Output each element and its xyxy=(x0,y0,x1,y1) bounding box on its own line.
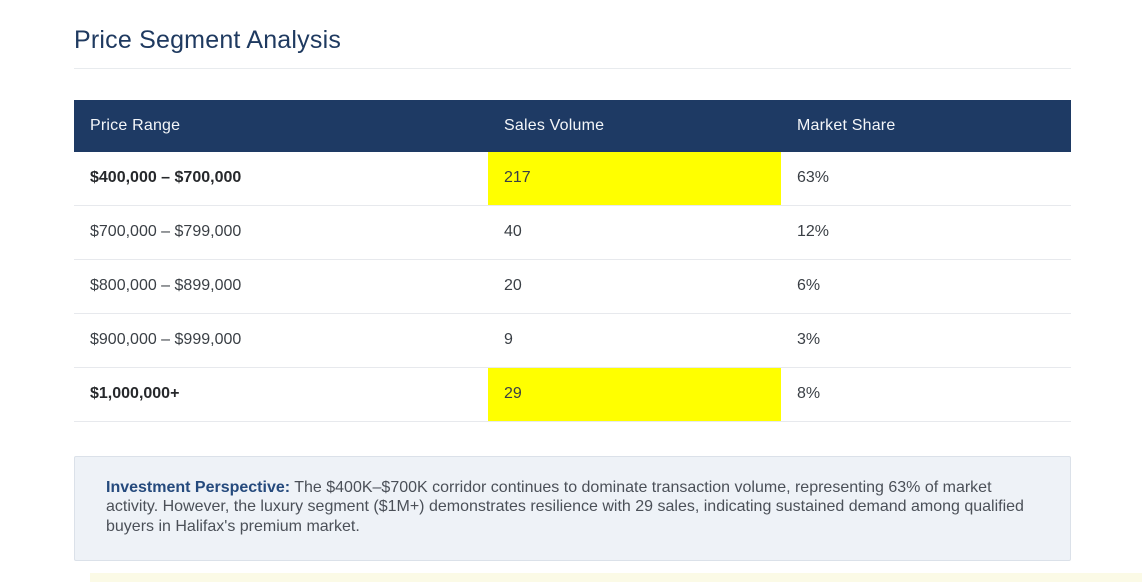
column-header-sales-volume: Sales Volume xyxy=(488,99,781,152)
price-range-cell: $400,000 – $700,000 xyxy=(74,151,488,206)
sales-volume-cell: 20 xyxy=(488,259,781,314)
market-share-cell: 12% xyxy=(781,205,1071,260)
table-row: $900,000 – $999,000 9 3% xyxy=(74,313,1071,368)
price-range-cell: $800,000 – $899,000 xyxy=(74,259,488,314)
sales-volume-cell: 29 xyxy=(488,367,781,422)
price-range-cell: $700,000 – $799,000 xyxy=(74,205,488,260)
report-section: Price Segment Analysis Price Range Sales… xyxy=(74,0,1071,561)
title-divider xyxy=(74,67,1071,69)
column-header-price-range: Price Range xyxy=(74,99,488,152)
market-share-cell: 6% xyxy=(781,259,1071,314)
market-share-cell: 63% xyxy=(781,151,1071,206)
insight-text: The $400K–$700K corridor continues to do… xyxy=(106,478,1024,536)
table-row: $800,000 – $899,000 20 6% xyxy=(74,259,1071,314)
sales-volume-cell: 217 xyxy=(488,151,781,206)
market-share-cell: 8% xyxy=(781,367,1071,422)
table-row: $400,000 – $700,000 217 63% xyxy=(74,151,1071,206)
page-title: Price Segment Analysis xyxy=(74,26,342,54)
bottom-partial-highlight xyxy=(90,573,1142,582)
price-range-cell: $1,000,000+ xyxy=(74,367,488,422)
sales-volume-cell: 40 xyxy=(488,205,781,260)
price-segment-table: Price Range Sales Volume Market Share $4… xyxy=(74,99,1071,422)
market-share-cell: 3% xyxy=(781,313,1071,368)
table-row: $700,000 – $799,000 40 12% xyxy=(74,205,1071,260)
table-body: $400,000 – $700,000 217 63% $700,000 – $… xyxy=(74,151,1071,422)
price-range-cell: $900,000 – $999,000 xyxy=(74,313,488,368)
insight-label: Investment Perspective: xyxy=(106,478,291,496)
table-header-row: Price Range Sales Volume Market Share xyxy=(74,99,1071,152)
sales-volume-cell: 9 xyxy=(488,313,781,368)
insight-box: Investment Perspective: The $400K–$700K … xyxy=(74,455,1071,561)
column-header-market-share: Market Share xyxy=(781,99,1071,152)
table-row: $1,000,000+ 29 8% xyxy=(74,367,1071,422)
